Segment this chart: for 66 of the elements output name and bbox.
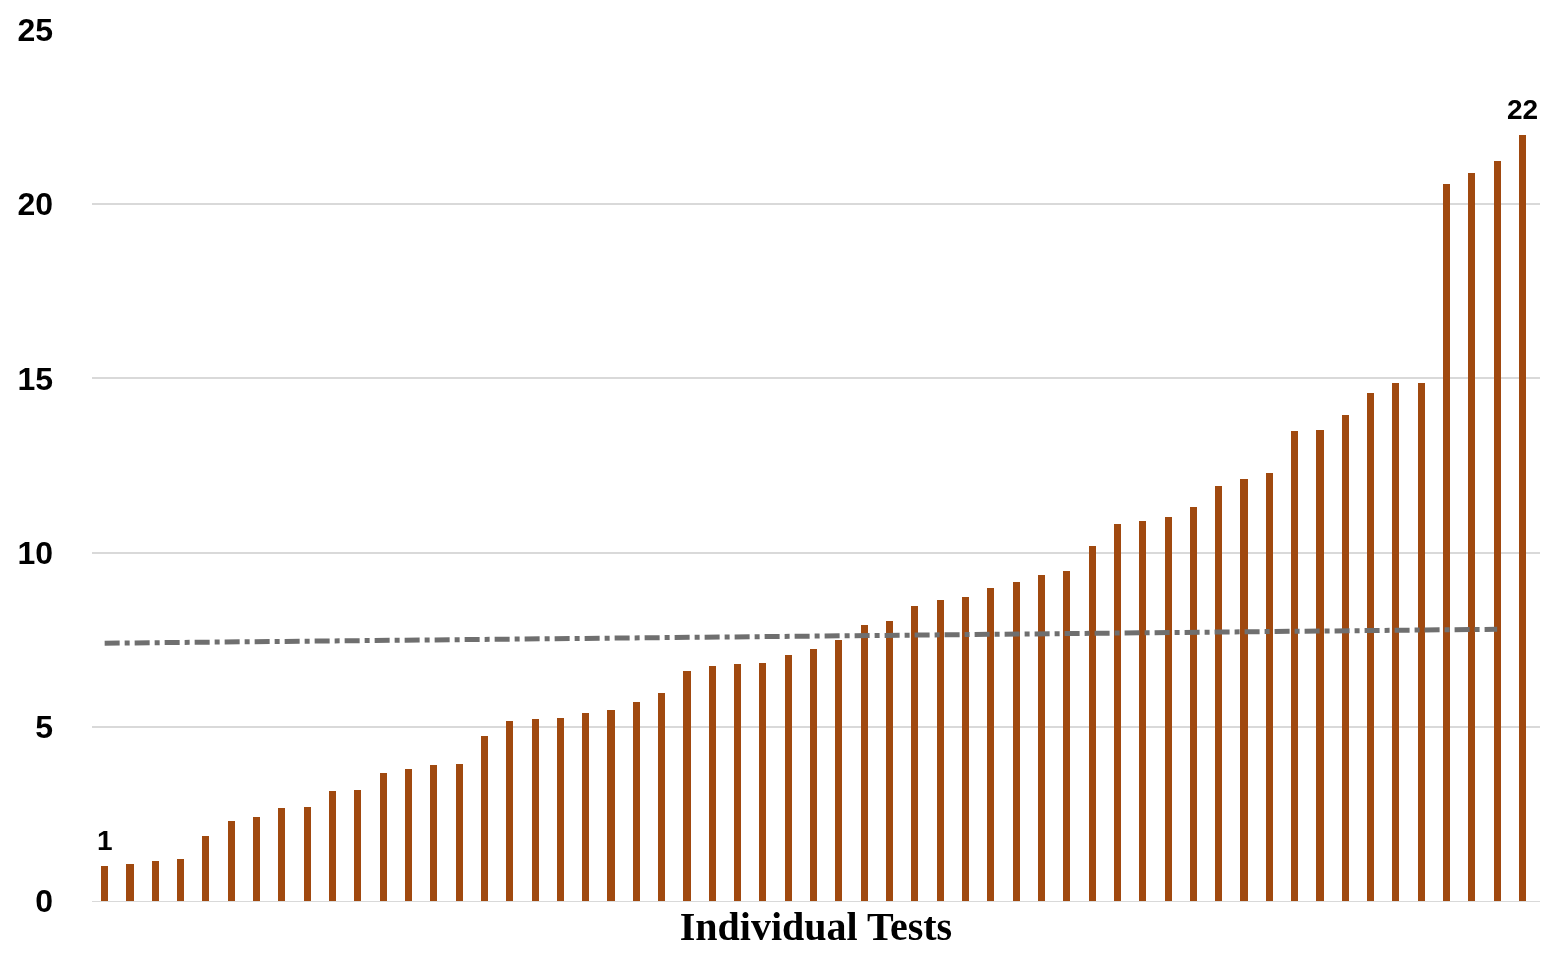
bar [152, 861, 159, 901]
bar [962, 597, 969, 901]
bar [456, 764, 463, 901]
y-tick-label: 25 [17, 12, 53, 49]
bar [405, 769, 412, 901]
bar [1114, 524, 1121, 901]
bar [557, 718, 564, 901]
bar [937, 600, 944, 901]
bar [785, 655, 792, 901]
bar [430, 765, 437, 901]
bar [1215, 486, 1222, 901]
bar [278, 808, 285, 901]
y-tick-label: 0 [35, 883, 53, 920]
bar [658, 693, 665, 901]
bar [354, 790, 361, 901]
bar [380, 773, 387, 901]
bar [886, 621, 893, 901]
bar [1038, 575, 1045, 901]
bar [1316, 430, 1324, 901]
bar [835, 640, 842, 901]
bar [987, 588, 994, 901]
bar [734, 664, 741, 901]
y-tick-label: 15 [17, 360, 53, 397]
bar [759, 663, 766, 901]
bar [1443, 184, 1450, 901]
bar [481, 736, 488, 901]
bar [683, 671, 691, 901]
bar [532, 719, 539, 901]
bar [1190, 507, 1197, 901]
bar [101, 866, 108, 901]
bar [506, 721, 513, 901]
y-tick-label: 10 [17, 534, 53, 571]
bar [911, 606, 918, 901]
bar [177, 859, 184, 901]
bar [329, 791, 336, 901]
bar [582, 713, 589, 901]
y-tick-label: 20 [17, 186, 53, 223]
bar [709, 666, 716, 901]
bar [1240, 479, 1248, 901]
bar [253, 817, 260, 901]
bar [1291, 431, 1298, 901]
bar [810, 649, 817, 901]
bar [1013, 582, 1020, 901]
bar [1266, 473, 1273, 901]
bar [1418, 383, 1425, 901]
y-tick-label: 5 [35, 709, 53, 745]
bar [304, 807, 311, 901]
bar [1165, 517, 1172, 901]
bar [633, 702, 640, 901]
bar [1392, 383, 1399, 901]
bar [861, 625, 868, 901]
bar [1089, 546, 1096, 901]
bar [1063, 571, 1070, 901]
bar [1494, 161, 1501, 901]
x-axis-title: Individual Tests [679, 903, 953, 949]
bar [607, 710, 615, 901]
bar [228, 821, 235, 901]
bar [1139, 521, 1146, 901]
data-label: 1 [97, 825, 113, 856]
bar [1519, 135, 1526, 901]
bar [126, 864, 134, 901]
bar [1468, 173, 1475, 901]
data-label: 22 [1507, 94, 1539, 125]
bar [202, 836, 209, 901]
bar [1367, 393, 1374, 901]
bar [1342, 415, 1349, 901]
